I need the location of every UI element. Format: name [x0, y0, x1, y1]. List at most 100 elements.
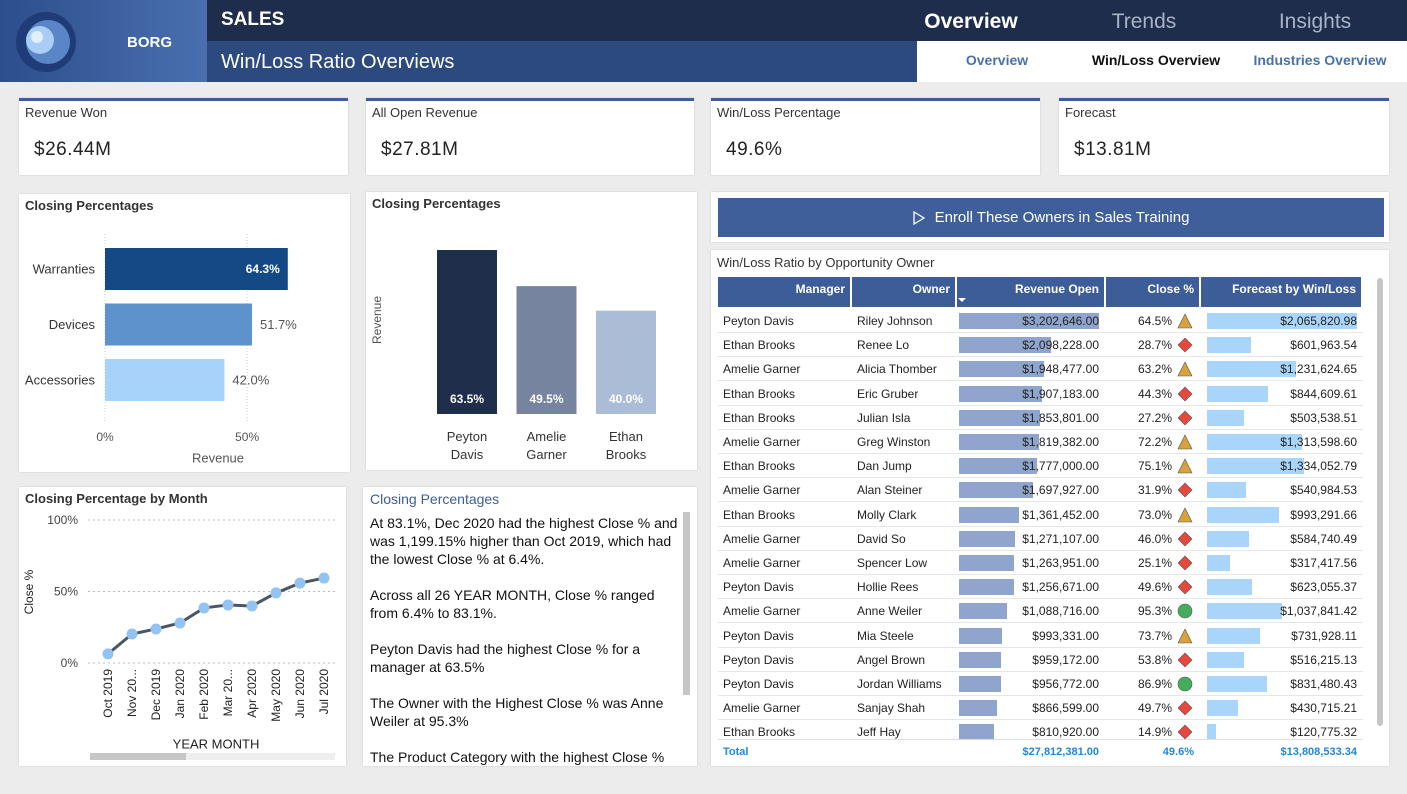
chart-title: Closing Percentages — [25, 198, 154, 213]
value-label: 63.5% — [450, 392, 484, 406]
point — [222, 599, 234, 611]
manager-cell: Ethan Brooks — [723, 459, 796, 474]
table-row: Ethan Brooks Eric Gruber $1,907,183.00 44.3… — [718, 381, 1363, 406]
revenue-cell: $1,271,107.00 — [1022, 531, 1099, 546]
forecast-cell: $844,609.61 — [1290, 386, 1357, 401]
manager-cell: Amelie Garner — [723, 483, 801, 498]
subnav-tab[interactable]: Win/Loss Overview — [1091, 52, 1221, 68]
status-icon — [1177, 386, 1193, 402]
revenue-bar — [959, 579, 1014, 596]
nav-tab[interactable]: Trends — [1111, 10, 1177, 33]
revenue-cell: $1,263,951.00 — [1022, 556, 1099, 570]
status-icon — [1177, 434, 1193, 450]
category-label: Ethan Brooks — [605, 429, 647, 462]
table-row: Ethan Brooks Julian Isla $1,853,801.00 27.2… — [718, 405, 1363, 430]
status-icon — [1177, 555, 1193, 571]
enroll-button[interactable]: Enroll These Owners in Sales Training — [718, 198, 1384, 237]
forecast-bar — [1207, 313, 1357, 329]
bar-chart: Revenue 0% 50% Warranties 64.3% Devices 51.7%… — [25, 234, 297, 466]
nav-tab[interactable]: Insights — [1278, 10, 1352, 33]
column-header[interactable]: Close % — [1106, 277, 1199, 307]
revenue-bar — [959, 434, 1039, 450]
kpi-value: $13.81M — [1074, 139, 1152, 160]
icon-shape — [1177, 386, 1193, 402]
status-icon — [1177, 627, 1193, 643]
category-label: Devices — [49, 317, 96, 332]
narrative-card: Closing Percentages At 83.1%, Dec 2020 h… — [363, 487, 697, 766]
table-row: Amelie Garner Alicia Thomber $1,948,477.00… — [718, 357, 1363, 382]
table-row: Amelie Garner David So $1,271,107.00 46.0% $… — [718, 526, 1363, 551]
point — [150, 623, 162, 635]
forecast-bar — [1207, 530, 1250, 547]
revenue-bar — [959, 409, 1041, 426]
column-chart: Revenue 63.5% 49.5% 40.0% — [370, 250, 656, 414]
owner-cell: Jeff Hay — [857, 725, 901, 740]
manager-cell: Ethan Brooks — [723, 410, 796, 425]
table-row: Peyton Davis Riley Johnson $3,202,646.00 64… — [718, 309, 1363, 333]
kpi-label: Revenue Won — [25, 105, 108, 120]
play-icon — [912, 210, 925, 225]
point — [246, 600, 258, 612]
y-tick-label: 100% — [47, 513, 78, 527]
owner-cell: Mia Steele — [857, 628, 914, 643]
scrollbar[interactable] — [1377, 278, 1383, 726]
manager-cell: Ethan Brooks — [723, 507, 796, 522]
bar — [105, 303, 252, 346]
status-icon — [1177, 410, 1193, 426]
owner-cell: Alan Steiner — [857, 483, 923, 498]
close-cell: 44.3% — [1137, 386, 1172, 401]
kpi-card: All Open Revenue $27.81M — [366, 98, 694, 175]
line-chart: Close % YEAR MONTH 0% 50% 100% Oct 2019 Nov … — [22, 513, 337, 760]
close-cell: 14.9% — [1137, 725, 1172, 740]
manager-cell: Peyton Davis — [723, 677, 794, 691]
icon-shape — [1177, 410, 1193, 426]
value-label: 49.5% — [529, 392, 563, 406]
close-cell: 31.9% — [1137, 483, 1172, 498]
column-header[interactable]: Revenue Open — [957, 277, 1104, 307]
forecast-bar — [1207, 482, 1247, 499]
revenue-bar — [959, 337, 1051, 354]
x-tick-label: Jan 2020 — [173, 669, 187, 719]
table-row: Amelie Garner Sanjay Shah $866,599.00 49.7%… — [718, 696, 1363, 721]
x-tick-label: 50% — [235, 430, 259, 444]
forecast-bar — [1207, 651, 1245, 668]
manager-cell: Peyton Davis — [723, 580, 794, 595]
x-tick-label: Jun 2020 — [293, 669, 307, 719]
bar — [105, 248, 288, 290]
manager-cell: Peyton Davis — [723, 652, 794, 667]
scroll-thumb[interactable] — [90, 753, 186, 760]
status-icon — [1177, 652, 1193, 668]
icon-shape — [1177, 604, 1193, 619]
revenue-cell: $1,819,382.00 — [1022, 435, 1099, 449]
table-row: Ethan Brooks Dan Jump $1,777,000.00 75.1% $1… — [718, 454, 1363, 479]
table-row: Amelie Garner Alan Steiner $1,697,927.00 31… — [718, 478, 1363, 503]
subnav-tab[interactable]: Industries Overview — [1253, 52, 1387, 68]
column-header[interactable]: Manager — [718, 277, 850, 307]
close-cell: 64.5% — [1137, 314, 1172, 328]
icon-shape — [1177, 458, 1193, 474]
status-icon — [1177, 506, 1193, 522]
icon-shape — [1177, 531, 1193, 547]
column-header[interactable]: Forecast by Win/Loss Ratio — [1201, 277, 1361, 320]
nav-tab[interactable]: Overview — [924, 10, 1018, 33]
y-axis-label: Close % — [22, 569, 36, 614]
scrollbar[interactable] — [683, 512, 690, 695]
subnav-tab[interactable]: Overview — [965, 52, 1029, 68]
forecast-bar — [1207, 434, 1303, 450]
manager-cell: Ethan Brooks — [723, 725, 796, 740]
forecast-bar — [1207, 458, 1304, 475]
line-card: Closing Percentage by Month Close % YEAR… — [19, 487, 346, 766]
table-row: Peyton Davis Hollie Rees $1,256,671.00 49.6… — [718, 575, 1363, 600]
manager-cell: Amelie Garner — [723, 531, 801, 546]
forecast-cell: $120,775.32 — [1290, 725, 1357, 740]
close-cell: 72.2% — [1137, 435, 1172, 449]
manager-cell: Amelie Garner — [723, 362, 801, 377]
category-label: Peyton Davis — [446, 429, 488, 462]
column-header[interactable]: Owner — [852, 277, 955, 307]
manager-cell: Amelie Garner — [723, 435, 801, 449]
forecast-cell: $2,065,820.98 — [1280, 314, 1357, 328]
forecast-cell: $623,055.37 — [1290, 580, 1357, 595]
forecast-cell: $1,231,624.65 — [1280, 362, 1357, 377]
revenue-cell: $3,202,646.00 — [1022, 314, 1099, 328]
